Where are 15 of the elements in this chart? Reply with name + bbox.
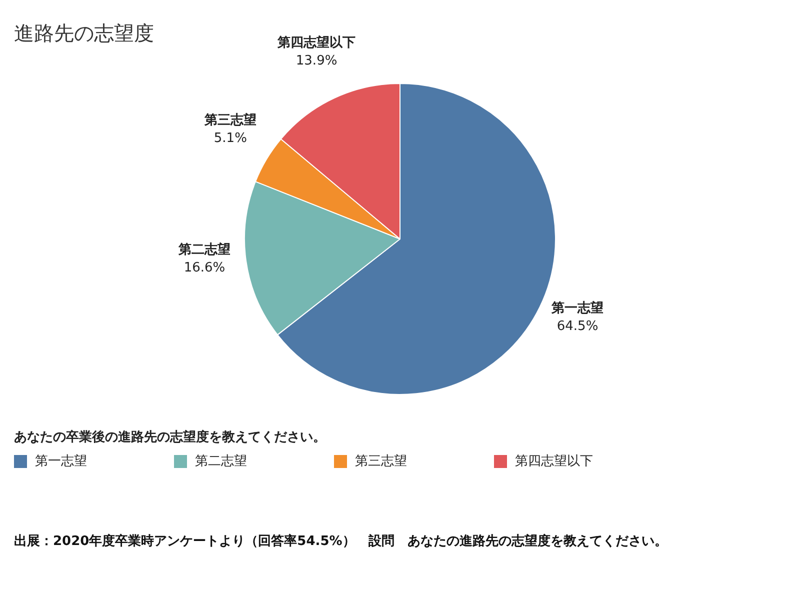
slice-label: 第三志望 bbox=[203, 112, 256, 128]
legend-label: 第二志望 bbox=[195, 453, 247, 470]
text: 出展：2020年度卒業時アンケートより（回答率54.5%） 設問 あなたの進路先の志望度を教えてください。 bbox=[14, 532, 668, 550]
data-label: 13.9% bbox=[296, 53, 338, 68]
legend-title: あなたの卒業後の進路先の志望度を教えてください。 bbox=[14, 428, 327, 446]
legend-label: 第三志望 bbox=[355, 453, 407, 470]
slice-label: 第二志望 bbox=[178, 241, 231, 258]
slice-label: 第一志望 bbox=[550, 300, 604, 316]
data-label: 64.5% bbox=[556, 318, 598, 334]
legend-label: 第四志望以下 bbox=[515, 453, 593, 470]
legend-label: 第一志望 bbox=[35, 453, 87, 470]
data-label: 5.1% bbox=[214, 131, 247, 146]
slice-label: 第四志望以下 bbox=[276, 34, 356, 50]
chart-title: 進路先の志望度 bbox=[14, 20, 154, 47]
data-label: 16.6% bbox=[184, 260, 226, 276]
